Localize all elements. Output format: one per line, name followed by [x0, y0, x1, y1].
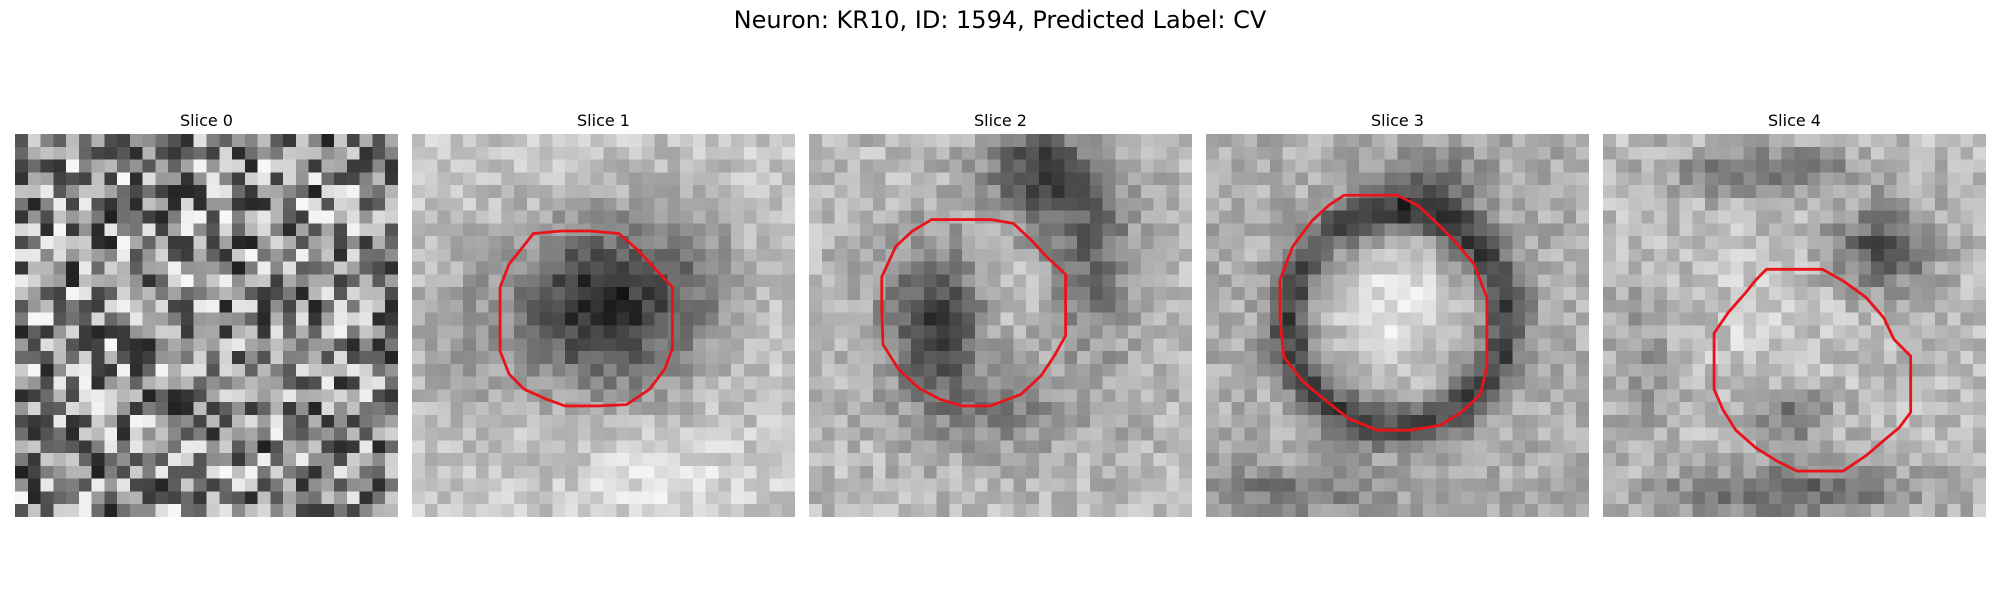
contour-outline-4	[1712, 267, 1913, 473]
slice-panel-3: Slice 3	[1206, 108, 1589, 517]
slice-pixels-2	[809, 134, 1192, 517]
slice-image-2	[809, 134, 1192, 517]
slice-pixels-3	[1206, 134, 1589, 517]
contour-outline-3	[1278, 193, 1489, 432]
slice-pixels-4	[1603, 134, 1986, 517]
slice-image-4	[1603, 134, 1986, 517]
contour-outline-1	[498, 229, 674, 408]
slice-title-2: Slice 2	[974, 111, 1027, 130]
figure-title: Neuron: KR10, ID: 1594, Predicted Label:…	[733, 6, 1267, 34]
slice-title-1: Slice 1	[577, 111, 630, 130]
slice-panel-1: Slice 1	[412, 108, 795, 517]
slice-image-1	[412, 134, 795, 517]
slice-title-4: Slice 4	[1768, 111, 1821, 130]
slice-panel-2: Slice 2	[809, 108, 1192, 517]
slice-title-0: Slice 0	[180, 111, 233, 130]
slice-panel-0: Slice 0	[15, 108, 398, 517]
slice-image-3	[1206, 134, 1589, 517]
slice-pixels-1	[412, 134, 795, 517]
slice-pixels-0	[15, 134, 398, 517]
slice-title-3: Slice 3	[1371, 111, 1424, 130]
slice-panel-4: Slice 4	[1603, 108, 1986, 517]
contour-outline-2	[880, 218, 1068, 408]
slice-image-0	[15, 134, 398, 517]
